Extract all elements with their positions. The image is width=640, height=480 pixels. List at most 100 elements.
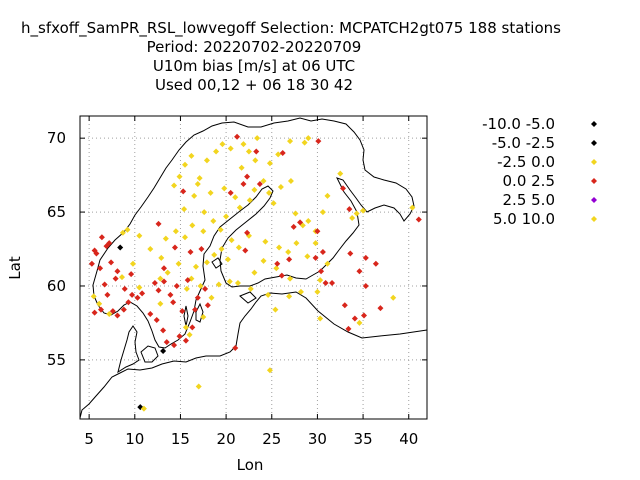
data-point: [182, 337, 189, 344]
y-tick-label: 60: [47, 277, 66, 295]
data-point: [101, 281, 108, 288]
data-point: [200, 314, 207, 321]
data-point: [227, 145, 234, 152]
scandinavia-coast: [92, 117, 415, 349]
data-point: [164, 269, 171, 276]
data-point: [251, 269, 258, 276]
data-point: [276, 244, 283, 251]
data-point: [197, 282, 204, 289]
data-point: [207, 189, 214, 196]
data-point: [273, 265, 280, 272]
data-point: [362, 282, 369, 289]
data-point: [266, 160, 273, 167]
data-point: [124, 226, 131, 233]
x-tick-label: 15: [171, 430, 190, 448]
zealand-coast: [140, 345, 159, 363]
data-point: [318, 268, 325, 275]
data-point: [151, 280, 158, 287]
legend-label: 0.0 2.5: [503, 172, 555, 190]
data-point: [129, 291, 136, 298]
axes: [79, 115, 428, 420]
data-point: [160, 327, 167, 334]
legend-marker: [591, 197, 597, 203]
data-point: [120, 306, 127, 313]
data-point: [202, 285, 209, 292]
data-point: [314, 228, 321, 235]
legend-marker: [591, 121, 597, 127]
data-point: [274, 260, 281, 267]
data-point: [147, 246, 154, 253]
x-tick-label: 5: [84, 430, 94, 448]
data-point: [119, 229, 126, 236]
data-point: [194, 180, 201, 187]
data-point: [194, 294, 201, 301]
data-point: [272, 306, 279, 313]
jutland-coast: [117, 325, 140, 374]
data-point: [245, 148, 252, 155]
data-point: [252, 157, 259, 164]
data-point: [286, 256, 293, 263]
data-point: [211, 251, 218, 258]
data-point: [182, 324, 189, 331]
legend-label: 2.5 5.0: [503, 191, 555, 209]
data-point: [244, 229, 251, 236]
data-point: [104, 291, 111, 298]
gotland-coast: [195, 302, 204, 323]
data-point: [200, 228, 207, 235]
data-point: [304, 253, 311, 260]
data-point: [319, 248, 326, 255]
data-point: [203, 259, 210, 266]
data-point: [187, 248, 194, 255]
data-point: [173, 282, 180, 289]
data-point: [208, 294, 215, 301]
data-point: [278, 272, 285, 279]
data-point: [377, 305, 384, 312]
title-line-1: h_sfxoff_SamPR_RSL_lowvegoff Selection: …: [21, 19, 561, 38]
legend-label: 5.0 10.0: [493, 210, 555, 228]
data-point: [189, 324, 196, 331]
data-point: [91, 247, 98, 254]
data-point: [181, 206, 188, 213]
data-point: [182, 234, 189, 241]
data-point: [163, 339, 170, 346]
data-point: [251, 186, 258, 193]
data-point: [106, 311, 113, 318]
data-point: [140, 405, 147, 412]
data-point: [287, 178, 294, 185]
data-point: [253, 148, 260, 155]
data-point: [184, 277, 191, 284]
data-point: [217, 226, 224, 233]
data-point: [351, 315, 358, 322]
data-point: [287, 138, 294, 145]
data-point: [125, 299, 132, 306]
data-point: [106, 240, 113, 247]
data-point: [324, 260, 331, 267]
data-point: [210, 217, 217, 224]
x-tick-label: 35: [354, 430, 373, 448]
data-point: [223, 213, 230, 220]
data-point: [192, 306, 199, 313]
title-line-4: Used 00,12 + 06 18 30 42: [155, 76, 353, 94]
data-point: [117, 244, 124, 251]
data-point: [339, 185, 346, 192]
data-point: [265, 291, 272, 298]
data-point: [409, 204, 416, 211]
data-point: [157, 300, 164, 307]
plot-frame: [79, 115, 428, 420]
data-point: [170, 299, 177, 306]
title-line-3: U10m bias [m/s] at 06 UTC: [153, 57, 355, 75]
aland-coast: [211, 257, 223, 269]
data-point: [226, 278, 233, 285]
data-point: [91, 309, 98, 316]
chart-title: h_sfxoff_SamPR_RSL_lowvegoff Selection: …: [21, 19, 561, 94]
data-point: [134, 294, 141, 301]
data-point: [228, 237, 235, 244]
legend-marker: [591, 159, 597, 165]
x-axis-ticks: 5 10 15 20 25 30 35 40: [84, 116, 418, 448]
data-point: [204, 302, 211, 309]
data-point: [112, 275, 119, 282]
data-point: [277, 183, 284, 190]
data-point: [360, 207, 367, 214]
baltic-coast: [79, 291, 428, 419]
data-point: [322, 280, 329, 287]
